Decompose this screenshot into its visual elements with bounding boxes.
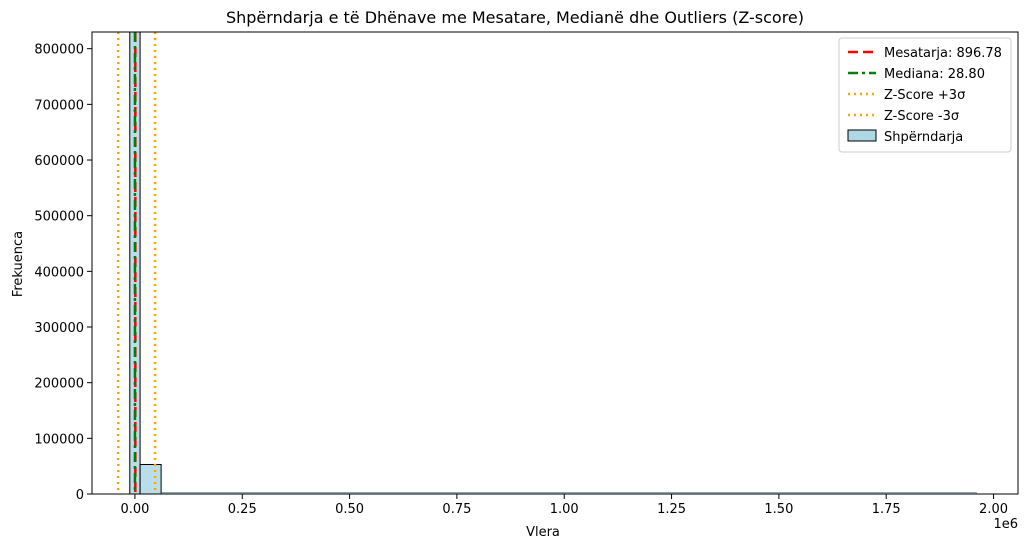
y-tick-label: 300000 [34,321,84,336]
y-tick-label: 0 [76,488,84,503]
legend-label: Mediana: 28.80 [884,67,985,82]
axes: 0.00 0.25 0.50 0.75 1.00 1.25 1.50 1.75 2.00 0 100… [34,31,1019,517]
x-axis-label: Vlera [526,525,560,540]
x-tick-label: 0.50 [335,502,364,517]
legend: Mesatarja: 896.78 Mediana: 28.80 Z-Score +… [838,37,1012,153]
legend-patch-swatch [847,129,877,142]
legend-label: Mesatarja: 896.78 [884,46,1002,61]
x-tick-label: 1.50 [764,502,793,517]
legend-label: Z-Score -3σ [884,109,959,124]
y-tick-label: 800000 [34,43,84,58]
legend-box [838,37,1012,153]
x-tick-label: 1.25 [657,502,686,517]
x-tick-label: 1.00 [550,502,579,517]
legend-label: Z-Score +3σ [884,88,965,103]
axes-frame [91,31,1019,495]
x-tick-label: 2.00 [979,502,1008,517]
y-tick-label: 400000 [34,265,84,280]
x-axis-offset-label: 1e6 [993,517,1018,532]
y-tick-label: 200000 [34,377,84,392]
chart-title: Shpërndarja e të Dhënave me Mesatare, Me… [226,8,804,27]
y-tick-label: 600000 [34,154,84,169]
y-tick-label: 700000 [34,98,84,113]
x-tick-label: 0.25 [228,502,257,517]
x-tick-label: 0.75 [442,502,471,517]
y-tick-label: 500000 [34,210,84,225]
y-axis-label: Frekuenca [11,231,26,297]
y-tick-label: 100000 [34,432,84,447]
x-tick-label: 1.75 [872,502,901,517]
legend-label: Shpërndarja [884,130,963,145]
histogram-bar [139,463,162,495]
x-tick-label: 0.00 [120,502,149,517]
